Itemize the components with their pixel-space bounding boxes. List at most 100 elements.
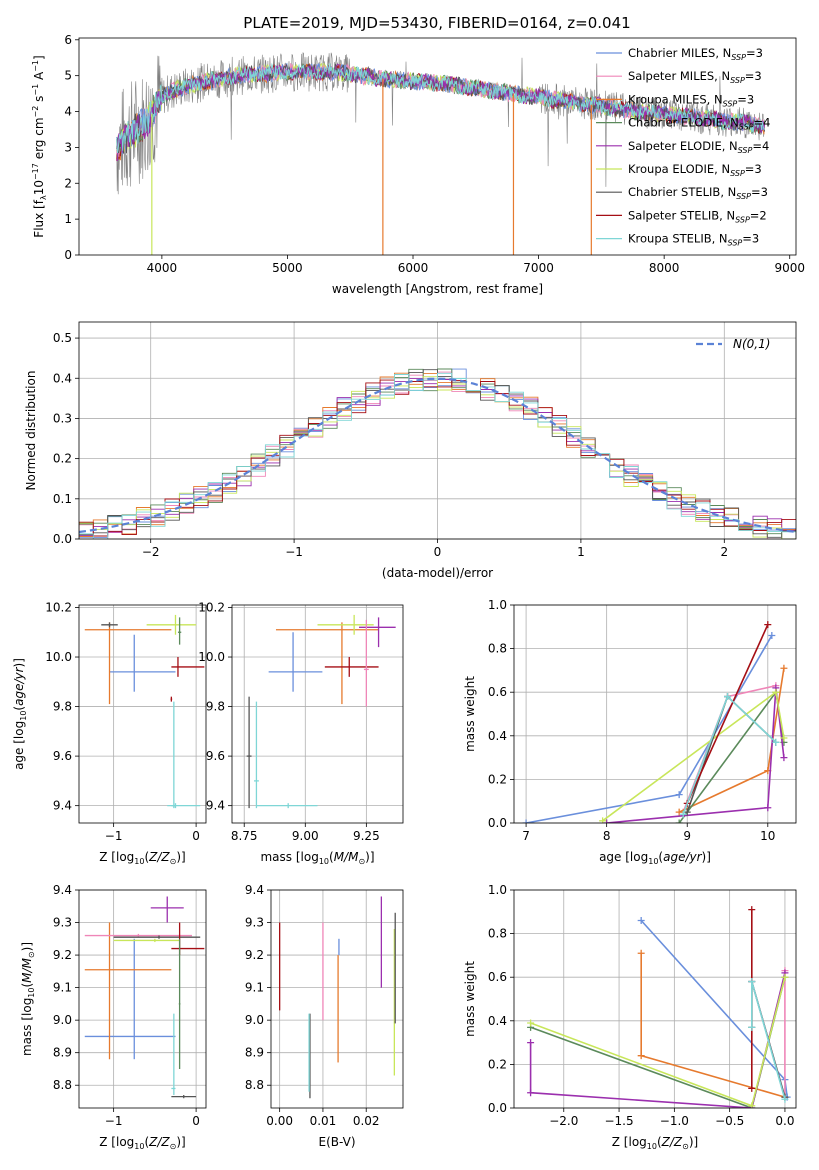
data-point [363, 619, 369, 707]
y-tick-label: 9.4 [53, 883, 72, 897]
y-axis-label: Normed distribution [24, 371, 38, 491]
legend: Chabrier MILES, NSSP=3 Salpeter MILES, NS… [596, 46, 770, 248]
grid-lines [514, 889, 796, 1109]
y-tick-label: 10.0 [45, 650, 72, 664]
legend-entry: Salpeter MILES, NSSP=3 [628, 69, 762, 85]
axes-decoration: −2.0 −1.5 −1.0 −0.5 0.0 0.0 0.2 0.4 0.6 0.8 1.0 Z [… [463, 883, 797, 1151]
x-tick-label: 8000 [649, 261, 680, 275]
weight-marker [637, 1052, 645, 1060]
mass-vs-z-panel: −1 0 8.8 8.9 9.0 9.1 9.2 9.3 9.4 Z [log10(Z/Z⊙)] m… [20, 883, 207, 1151]
x-tick-label: 0 [192, 829, 200, 843]
y-tick-label: 9.2 [53, 948, 72, 962]
x-tick-label: −1 [105, 829, 123, 843]
weight-marker [679, 810, 687, 818]
y-axis-label: mass [log10(M/M⊙)] [20, 942, 36, 1056]
plot-area [116, 52, 766, 255]
y-tick-label: 9.4 [53, 799, 72, 813]
y-axis-label: age [log10(age/yr)] [12, 658, 28, 770]
x-axis-label: E(B-V) [318, 1135, 355, 1149]
x-tick-label: 7 [522, 829, 530, 843]
data-point [170, 696, 173, 702]
age-vs-mass-panel: 8.75 9.00 9.25 9.4 9.6 9.8 10.0 10.2 mass [log10… [198, 600, 404, 866]
y-tick-label: 3 [64, 140, 72, 154]
gaussian-curve [79, 377, 796, 534]
weight-marker [748, 906, 756, 914]
weight-marker [522, 819, 530, 823]
weight-series-chabrier-miles [640, 919, 788, 1098]
data-point [177, 617, 182, 645]
grid-lines [271, 889, 403, 1108]
plot-area [279, 896, 396, 1099]
axes-decoration: 0.00 0.01 0.02 8.8 8.9 9.0 9.1 9.2 9.3 9.4 E(B-V) [245, 883, 404, 1149]
data-point [253, 701, 259, 809]
legend-entry: Kroupa ELODIE, NSSP=3 [628, 162, 762, 178]
mass-weight-vs-z-panel: −2.0 −1.5 −1.0 −0.5 0.0 0.0 0.2 0.4 0.6 0.8 1.0 Z [… [463, 883, 797, 1151]
x-axis-label: (data-model)/error [382, 566, 493, 580]
weight-marker [527, 1019, 535, 1027]
axes-decoration: 8.75 9.00 9.25 9.4 9.6 9.8 10.0 10.2 mass [log10… [198, 600, 404, 866]
legend-entry: Chabrier STELIB, NSSP=3 [628, 185, 768, 201]
y-axis-label: mass weight [463, 961, 477, 1037]
data-point [113, 935, 201, 939]
data-point [324, 657, 379, 677]
y-tick-label: 0.6 [488, 685, 507, 699]
data-point [256, 803, 318, 809]
x-axis-label: age [log10(age/yr)] [599, 850, 711, 866]
axes-frame [513, 889, 797, 1109]
y-tick-label: 0.0 [53, 532, 72, 546]
y-tick-label: 0.1 [53, 492, 72, 506]
y-tick-label: 9.6 [53, 749, 72, 763]
data-point [171, 1094, 197, 1099]
residuals-panel: −2 −1 0 1 2 0.0 0.1 0.2 0.3 0.4 0.5 N(0,1) (data-mod… [24, 321, 797, 580]
grid-lines [79, 889, 206, 1108]
y-tick-label: 2 [64, 176, 72, 190]
y-tick-label: 5 [64, 69, 72, 83]
x-tick-label: 9000 [774, 261, 805, 275]
weight-marker [764, 804, 772, 812]
plot-area [84, 614, 205, 809]
data-point [84, 922, 172, 1060]
y-tick-label: 8.8 [53, 1078, 72, 1092]
x-tick-label: −1 [105, 1114, 123, 1128]
x-tick-label: −1.5 [604, 1114, 633, 1128]
x-axis-label: Z [log10(Z/Z⊙)] [612, 1135, 698, 1151]
weight-marker [748, 1023, 756, 1031]
weight-series-salpeter-stelib [686, 624, 769, 804]
data-point [150, 896, 184, 923]
figure-title: PLATE=2019, MJD=53430, FIBERID=0164, z=0… [243, 14, 630, 32]
weight-marker [675, 791, 683, 799]
x-tick-label: 9.25 [353, 829, 380, 843]
axes-frame [78, 37, 797, 256]
x-tick-label: −2.0 [549, 1114, 578, 1128]
x-tick-label: 4000 [147, 261, 178, 275]
y-tick-label: 0.2 [488, 1057, 507, 1071]
data-point [246, 696, 252, 809]
axes-frame [78, 889, 207, 1109]
x-tick-label: 0 [434, 545, 442, 559]
y-tick-label: 0.3 [53, 411, 72, 425]
weight-marker [772, 738, 780, 746]
weight-marker [764, 621, 772, 629]
data-point [171, 657, 205, 677]
legend-entry: Kroupa STELIB, NSSP=3 [628, 232, 759, 248]
x-axis-label: wavelength [Angstrom, rest frame] [332, 282, 543, 296]
data-point [146, 614, 197, 635]
x-axis-label: Z [log10(Z/Z⊙)] [99, 1135, 185, 1151]
mass-vs-ebv-panel: 0.00 0.01 0.02 8.8 8.9 9.0 9.1 9.2 9.3 9.4 E(B-V) [245, 883, 404, 1149]
y-tick-label: 4 [64, 105, 72, 119]
weight-marker [683, 808, 691, 816]
x-tick-label: 9.00 [292, 829, 319, 843]
grid-lines [232, 605, 403, 823]
y-tick-label: 1.0 [488, 598, 507, 612]
y-tick-label: 9.6 [206, 749, 225, 763]
x-tick-label: −2 [142, 545, 160, 559]
data-point [359, 617, 396, 648]
weight-series-kroupa-elodie [602, 690, 785, 822]
x-tick-label: 0.00 [266, 1114, 293, 1128]
y-tick-label: 0.4 [488, 729, 507, 743]
legend-entry: Kroupa MILES, NSSP=3 [628, 92, 754, 108]
y-tick-label: 8.8 [245, 1078, 264, 1092]
plot-area [527, 906, 791, 1108]
axes-frame [231, 604, 404, 824]
legend-entry: Chabrier MILES, NSSP=3 [628, 46, 763, 62]
